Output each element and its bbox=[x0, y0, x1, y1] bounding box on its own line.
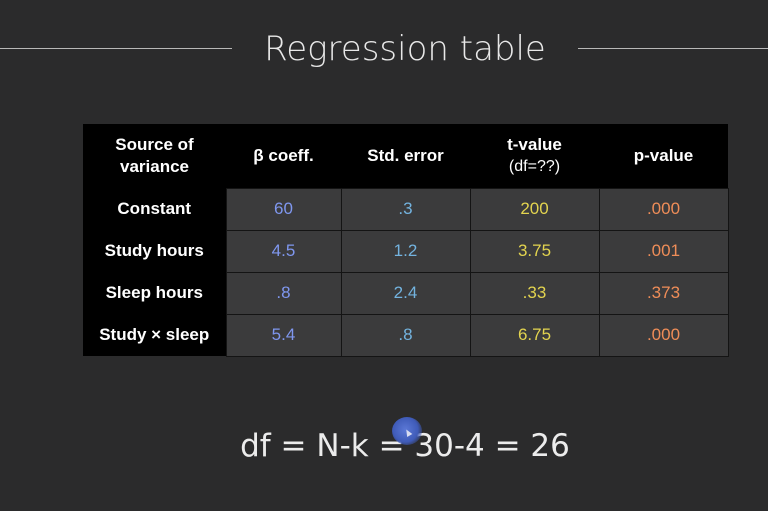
slide-title: Regression table bbox=[264, 29, 546, 69]
title-rule-right bbox=[578, 48, 768, 49]
std-error-cell: .8 bbox=[340, 313, 471, 357]
row-source: Sleep hours bbox=[83, 272, 226, 314]
p-value-cell: .373 bbox=[598, 271, 729, 315]
std-error-cell: .3 bbox=[340, 187, 471, 231]
t-value-cell: 6.75 bbox=[469, 313, 600, 357]
header-label: t-value bbox=[507, 134, 562, 154]
table-row: Constant 60 .3 200 .000 bbox=[83, 187, 729, 231]
p-value-cell: .000 bbox=[598, 313, 729, 357]
degrees-of-freedom-formula: df = N-k = 30-4 = 26 bbox=[240, 428, 570, 464]
header-t-value-df: (df=??) bbox=[508, 157, 561, 175]
header-source-of-variance: Source of variance bbox=[83, 124, 226, 188]
regression-table: Source of variance β coeff. Std. error t… bbox=[83, 124, 729, 357]
header-label: Source of variance bbox=[115, 135, 194, 176]
table-header-row: Source of variance β coeff. Std. error t… bbox=[83, 124, 728, 188]
table-row: Study hours 4.5 1.2 3.75 .001 bbox=[83, 229, 729, 273]
row-source: Constant bbox=[83, 188, 226, 230]
p-value-cell: .001 bbox=[598, 229, 729, 273]
t-value-cell: 200 bbox=[469, 187, 600, 231]
header-beta-coeff: β coeff. bbox=[226, 124, 341, 188]
title-rule-left bbox=[0, 48, 232, 49]
header-label: β coeff. bbox=[253, 145, 314, 165]
t-value-cell: 3.75 bbox=[469, 229, 600, 273]
t-value-cell: .33 bbox=[469, 271, 600, 315]
beta-coeff-cell: 5.4 bbox=[225, 313, 342, 357]
header-label: Std. error bbox=[367, 145, 444, 165]
header-p-value: p-value bbox=[599, 124, 728, 188]
header-label: p-value bbox=[633, 145, 694, 165]
row-source: Study × sleep bbox=[83, 314, 226, 356]
pointer-cursor-icon bbox=[392, 417, 422, 445]
table-row: Sleep hours .8 2.4 .33 .373 bbox=[83, 271, 729, 315]
beta-coeff-cell: 60 bbox=[225, 187, 342, 231]
beta-coeff-cell: .8 bbox=[225, 271, 342, 315]
header-std-error: Std. error bbox=[341, 124, 470, 188]
table-row: Study × sleep 5.4 .8 6.75 .000 bbox=[83, 313, 729, 357]
p-value-cell: .000 bbox=[598, 187, 729, 231]
std-error-cell: 2.4 bbox=[340, 271, 471, 315]
std-error-cell: 1.2 bbox=[340, 229, 471, 273]
beta-coeff-cell: 4.5 bbox=[225, 229, 342, 273]
row-source: Study hours bbox=[83, 230, 226, 272]
header-t-value: t-value (df=??) bbox=[470, 124, 599, 188]
